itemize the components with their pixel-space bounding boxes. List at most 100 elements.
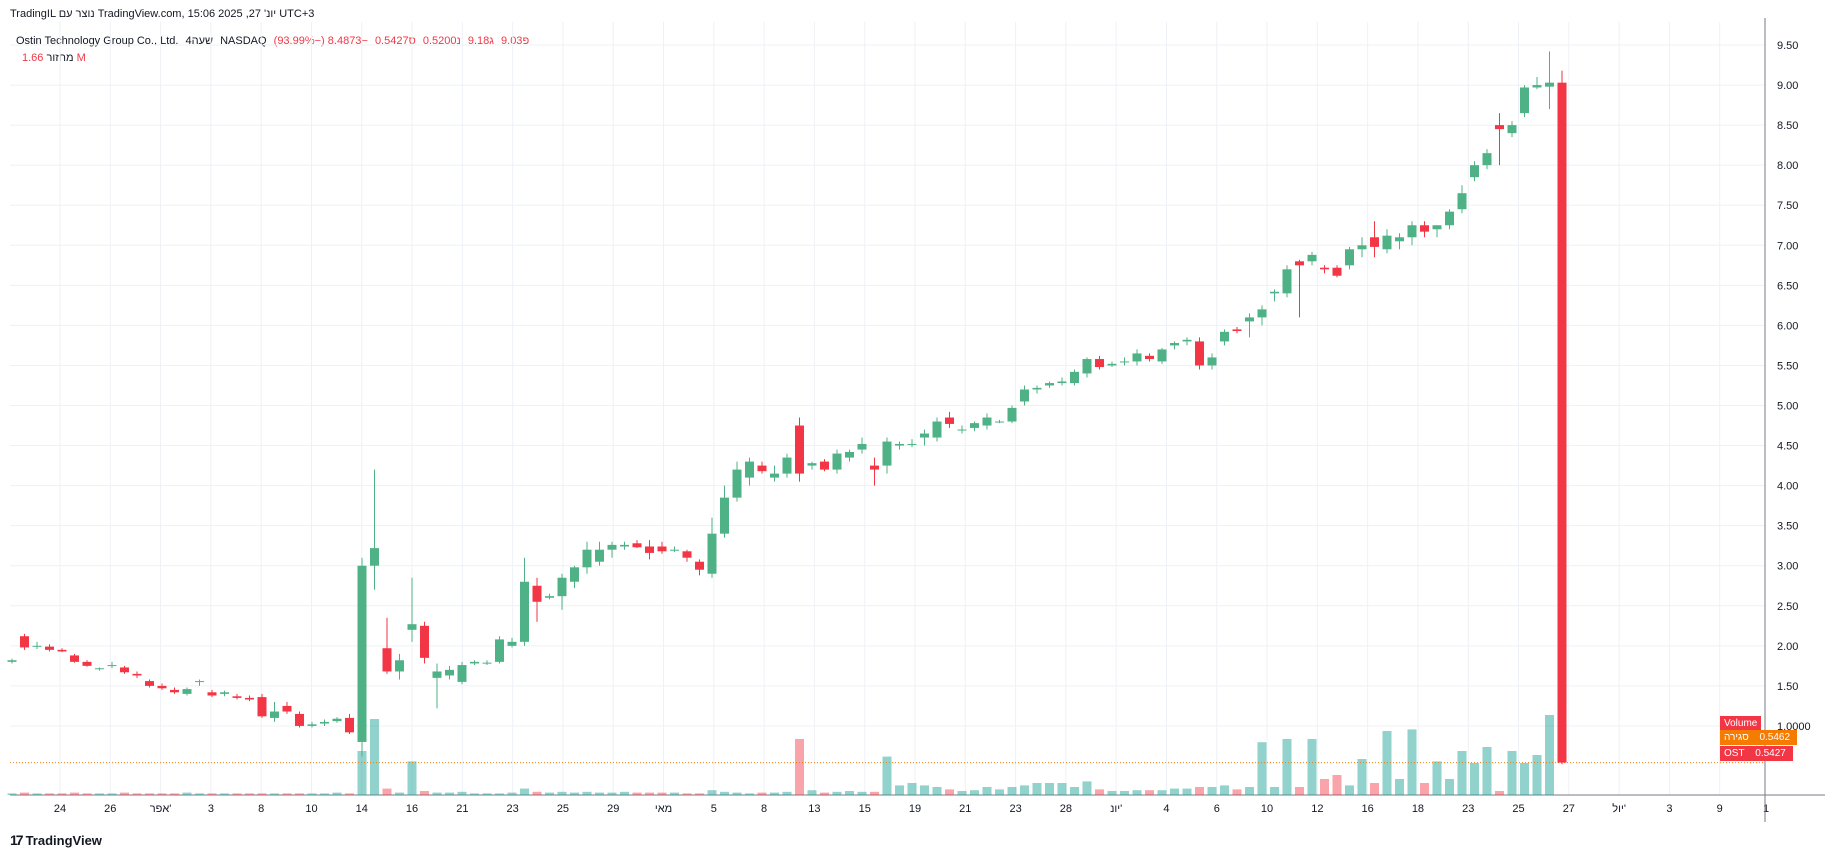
price-tick-label: 3.50 bbox=[1777, 521, 1798, 533]
volume-bar bbox=[1307, 739, 1317, 795]
volume-bar bbox=[1495, 791, 1504, 795]
volume-bar bbox=[1045, 783, 1054, 795]
time-tick-label: 8 bbox=[258, 803, 264, 815]
candle-body bbox=[982, 417, 992, 426]
candle-body bbox=[207, 692, 217, 696]
candle-body bbox=[732, 469, 742, 498]
volume-bar bbox=[907, 783, 917, 795]
candle-body bbox=[857, 443, 867, 450]
volume-bar bbox=[132, 793, 142, 795]
volume-bar bbox=[1082, 781, 1092, 795]
volume-bar bbox=[1482, 747, 1492, 795]
candle-body bbox=[145, 681, 154, 686]
candle-body bbox=[620, 544, 629, 547]
candle-body bbox=[607, 544, 617, 550]
candle-body bbox=[1282, 269, 1292, 294]
volume-bar bbox=[70, 792, 79, 795]
volume-bar bbox=[507, 792, 517, 795]
symbol-name[interactable]: Ostin Technology Group Co., Ltd. bbox=[16, 35, 179, 47]
time-tick-label: 12 bbox=[1311, 803, 1323, 815]
volume-bar bbox=[432, 792, 442, 795]
time-tick-label: 5 bbox=[711, 803, 717, 815]
volume-bar bbox=[395, 792, 404, 795]
volume-bar bbox=[457, 791, 467, 795]
volume-bar bbox=[382, 788, 392, 795]
time-tick-label: יול' bbox=[1612, 802, 1626, 815]
volume-bar bbox=[982, 787, 992, 795]
candle-body bbox=[1420, 225, 1429, 232]
volume-bar bbox=[1532, 755, 1542, 795]
symbol-legend: Ostin Technology Group Co., Ltd. 4שעה NA… bbox=[16, 35, 533, 47]
volume-bar bbox=[970, 790, 979, 795]
candle-body bbox=[1532, 85, 1542, 88]
candle-body bbox=[1320, 267, 1329, 270]
volume-bar bbox=[95, 793, 104, 795]
candle-body bbox=[1545, 82, 1554, 87]
time-tick-label: 29 bbox=[607, 803, 619, 815]
time-tick-label: 10 bbox=[1261, 803, 1273, 815]
volume-bar bbox=[1420, 783, 1429, 795]
volume-bar bbox=[1107, 791, 1117, 795]
candle-body bbox=[1507, 125, 1517, 134]
tradingview-branding[interactable]: 17 TradingView bbox=[10, 832, 102, 848]
volume-bar bbox=[495, 793, 504, 795]
candle-body bbox=[1232, 329, 1242, 332]
volume-bar bbox=[270, 793, 279, 795]
prev-close-price-tag: סגירה 0.5462 bbox=[1720, 730, 1797, 745]
candle-body bbox=[1245, 317, 1254, 322]
candle-body bbox=[57, 649, 67, 652]
volume-bar bbox=[870, 791, 879, 795]
time-tick-label: 14 bbox=[356, 803, 368, 815]
candle-body bbox=[1557, 82, 1567, 763]
volume-bar bbox=[807, 790, 817, 795]
volume-bar bbox=[1470, 763, 1479, 795]
candle-body bbox=[220, 692, 229, 694]
candle-body bbox=[520, 581, 529, 642]
volume-bar bbox=[332, 792, 342, 795]
volume-bar bbox=[1007, 787, 1017, 795]
volume-bar bbox=[1070, 787, 1079, 795]
candle-body bbox=[82, 661, 92, 666]
time-tick-label: 16 bbox=[406, 803, 418, 815]
candle-body bbox=[870, 465, 879, 470]
candle-body bbox=[970, 423, 979, 428]
volume-bar bbox=[407, 761, 417, 795]
volume-bar bbox=[532, 791, 542, 795]
symbol-interval[interactable]: 4שעה bbox=[185, 35, 214, 47]
tradingview-brand-name: TradingView bbox=[25, 832, 102, 848]
candle-body bbox=[232, 696, 242, 698]
volume-bar bbox=[1020, 785, 1029, 795]
candle-body bbox=[1070, 371, 1079, 384]
candle-body bbox=[345, 717, 354, 733]
volume-bar bbox=[207, 793, 217, 795]
volume-bar bbox=[607, 792, 617, 795]
volume-bar bbox=[1032, 783, 1042, 795]
volume-bar bbox=[820, 792, 829, 795]
candle-body bbox=[1182, 339, 1192, 342]
volume-bar bbox=[845, 791, 854, 795]
candle-body bbox=[1120, 361, 1129, 363]
price-tick-label: 3.00 bbox=[1777, 561, 1798, 573]
ohlc-open: פ9.03 bbox=[501, 35, 530, 47]
candle-body bbox=[1020, 389, 1029, 402]
candle-body bbox=[532, 585, 542, 602]
candle-body bbox=[182, 689, 192, 694]
candle-body bbox=[845, 451, 854, 458]
volume-bar bbox=[682, 793, 692, 795]
candle-body bbox=[120, 667, 129, 673]
volume-price-tag: Volume bbox=[1720, 716, 1762, 731]
candle-body bbox=[1195, 341, 1204, 366]
price-tick-label: 1.0000 bbox=[1777, 721, 1811, 733]
time-tick-label: 21 bbox=[959, 803, 971, 815]
time-tick-label: 18 bbox=[1412, 803, 1424, 815]
candle-body bbox=[157, 685, 167, 689]
volume-bar bbox=[595, 792, 604, 795]
candle-body bbox=[757, 465, 767, 472]
time-tick-label: 9 bbox=[1717, 803, 1723, 815]
candle-body bbox=[1357, 245, 1367, 250]
time-tick-label: 25 bbox=[1512, 803, 1524, 815]
price-tick-label: 7.00 bbox=[1777, 240, 1798, 252]
candle-body bbox=[920, 433, 929, 438]
candle-body bbox=[682, 551, 692, 558]
